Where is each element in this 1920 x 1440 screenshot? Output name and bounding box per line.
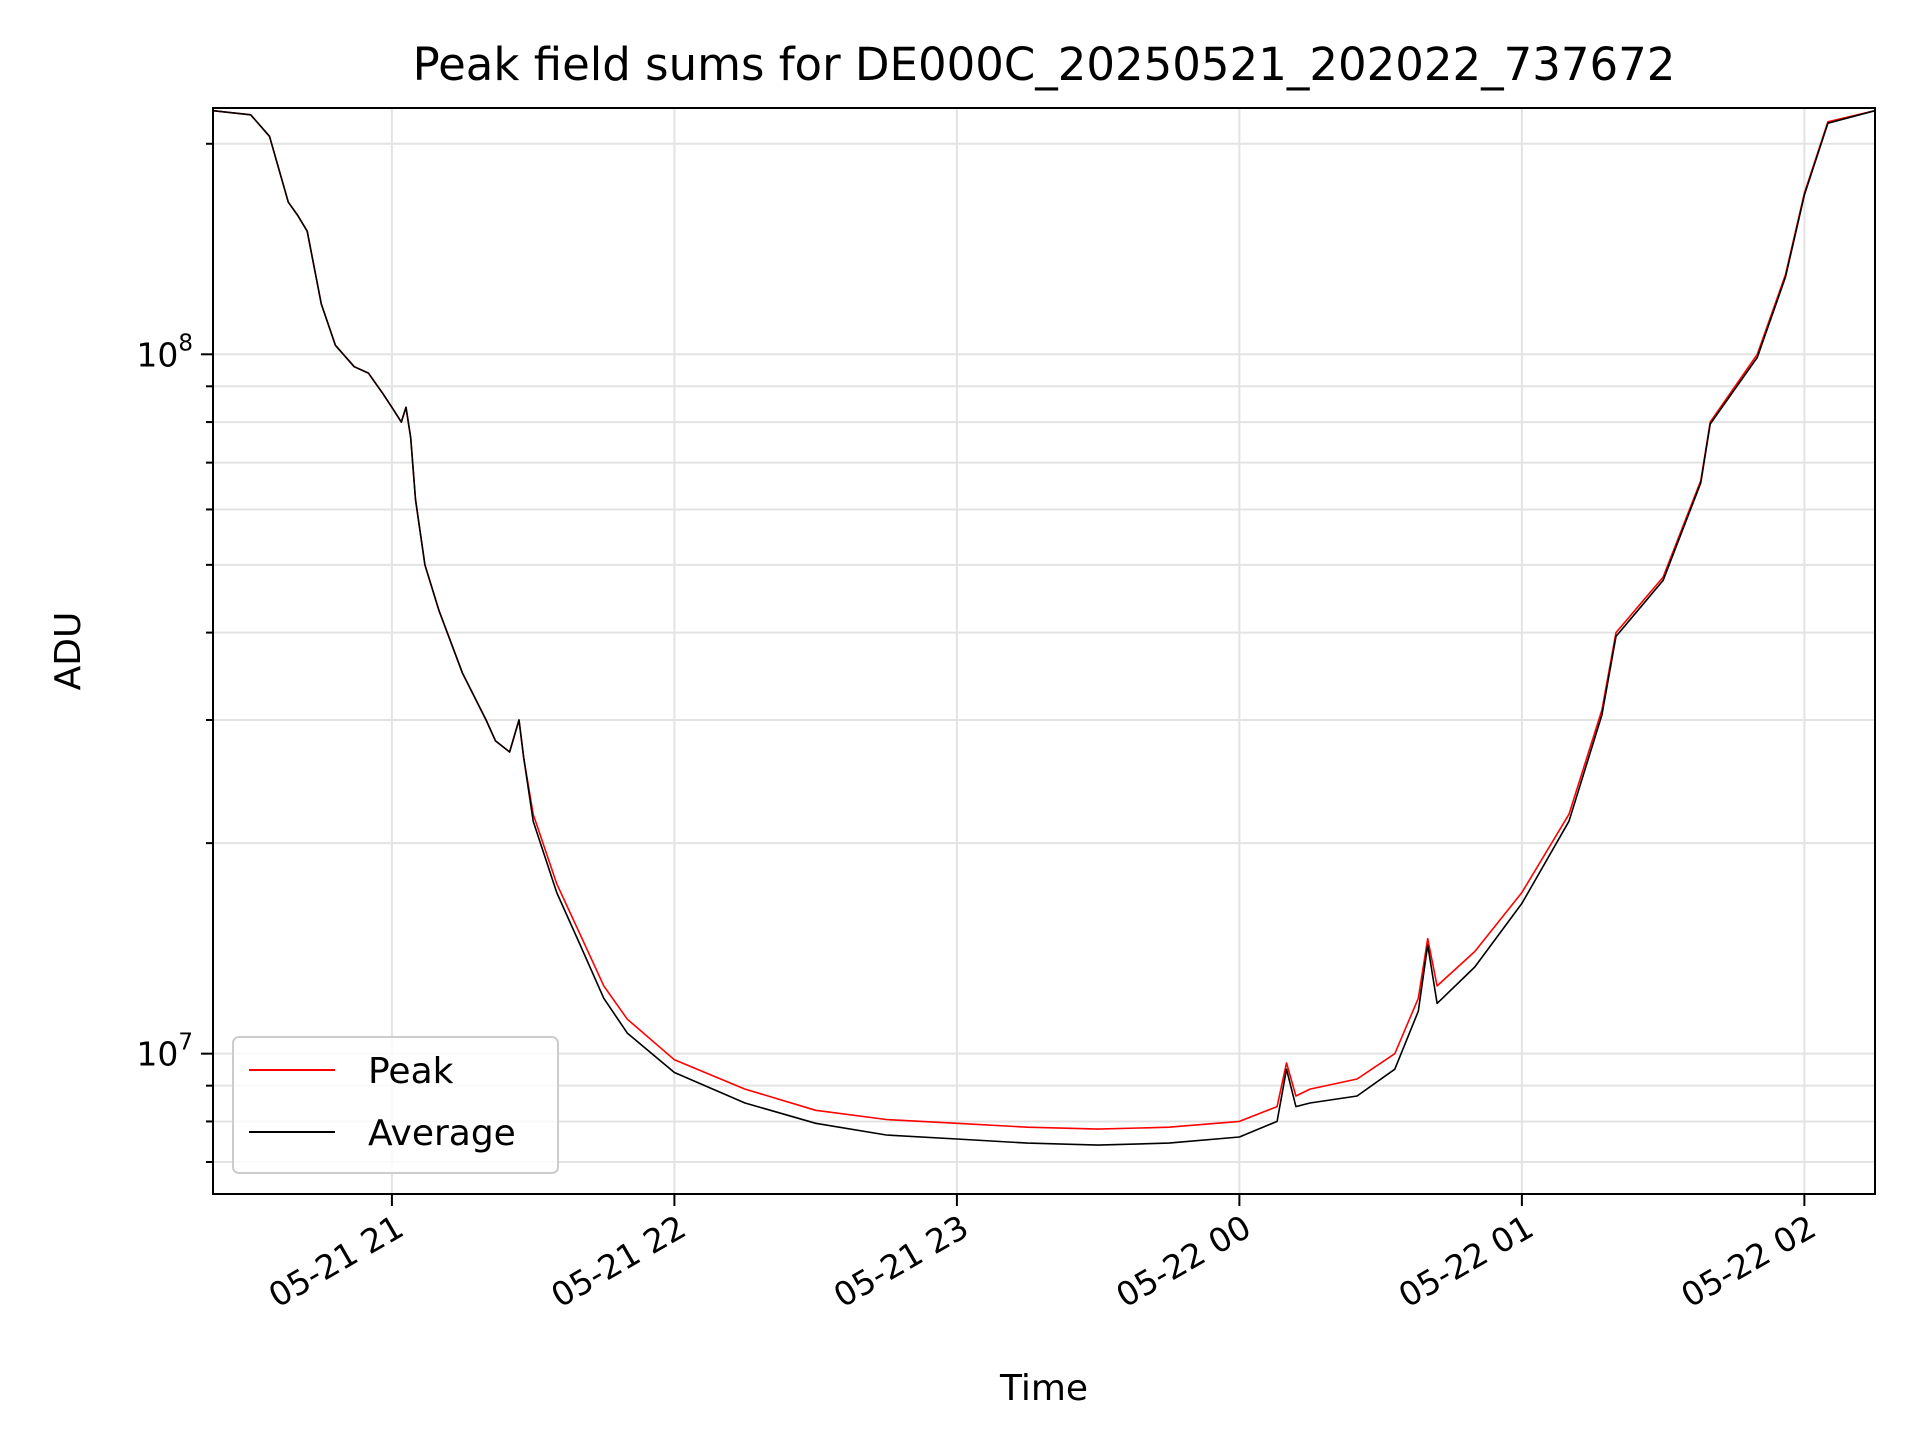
- legend-label-peak: Peak: [368, 1051, 454, 1092]
- y-tick-label-exponent: 7: [178, 1030, 193, 1056]
- y-tick-label: 108: [136, 330, 193, 374]
- y-axis-label: ADU: [48, 612, 89, 691]
- y-tick-label: 107: [136, 1030, 193, 1074]
- y-tick-label-base: 10: [136, 335, 178, 374]
- plot-frame: [212, 107, 1876, 1195]
- series-line-average: [212, 109, 1876, 1146]
- y-tick-label-exponent: 8: [178, 330, 193, 356]
- y-tick-label-base: 10: [136, 1035, 178, 1074]
- series-layer: [212, 109, 1876, 1146]
- legend-label-average: Average: [368, 1113, 516, 1154]
- x-axis-label: Time: [999, 1368, 1088, 1409]
- legend: Peak Average: [232, 1036, 559, 1174]
- chart-title: Peak field sums for DE000C_20250521_2020…: [413, 38, 1676, 91]
